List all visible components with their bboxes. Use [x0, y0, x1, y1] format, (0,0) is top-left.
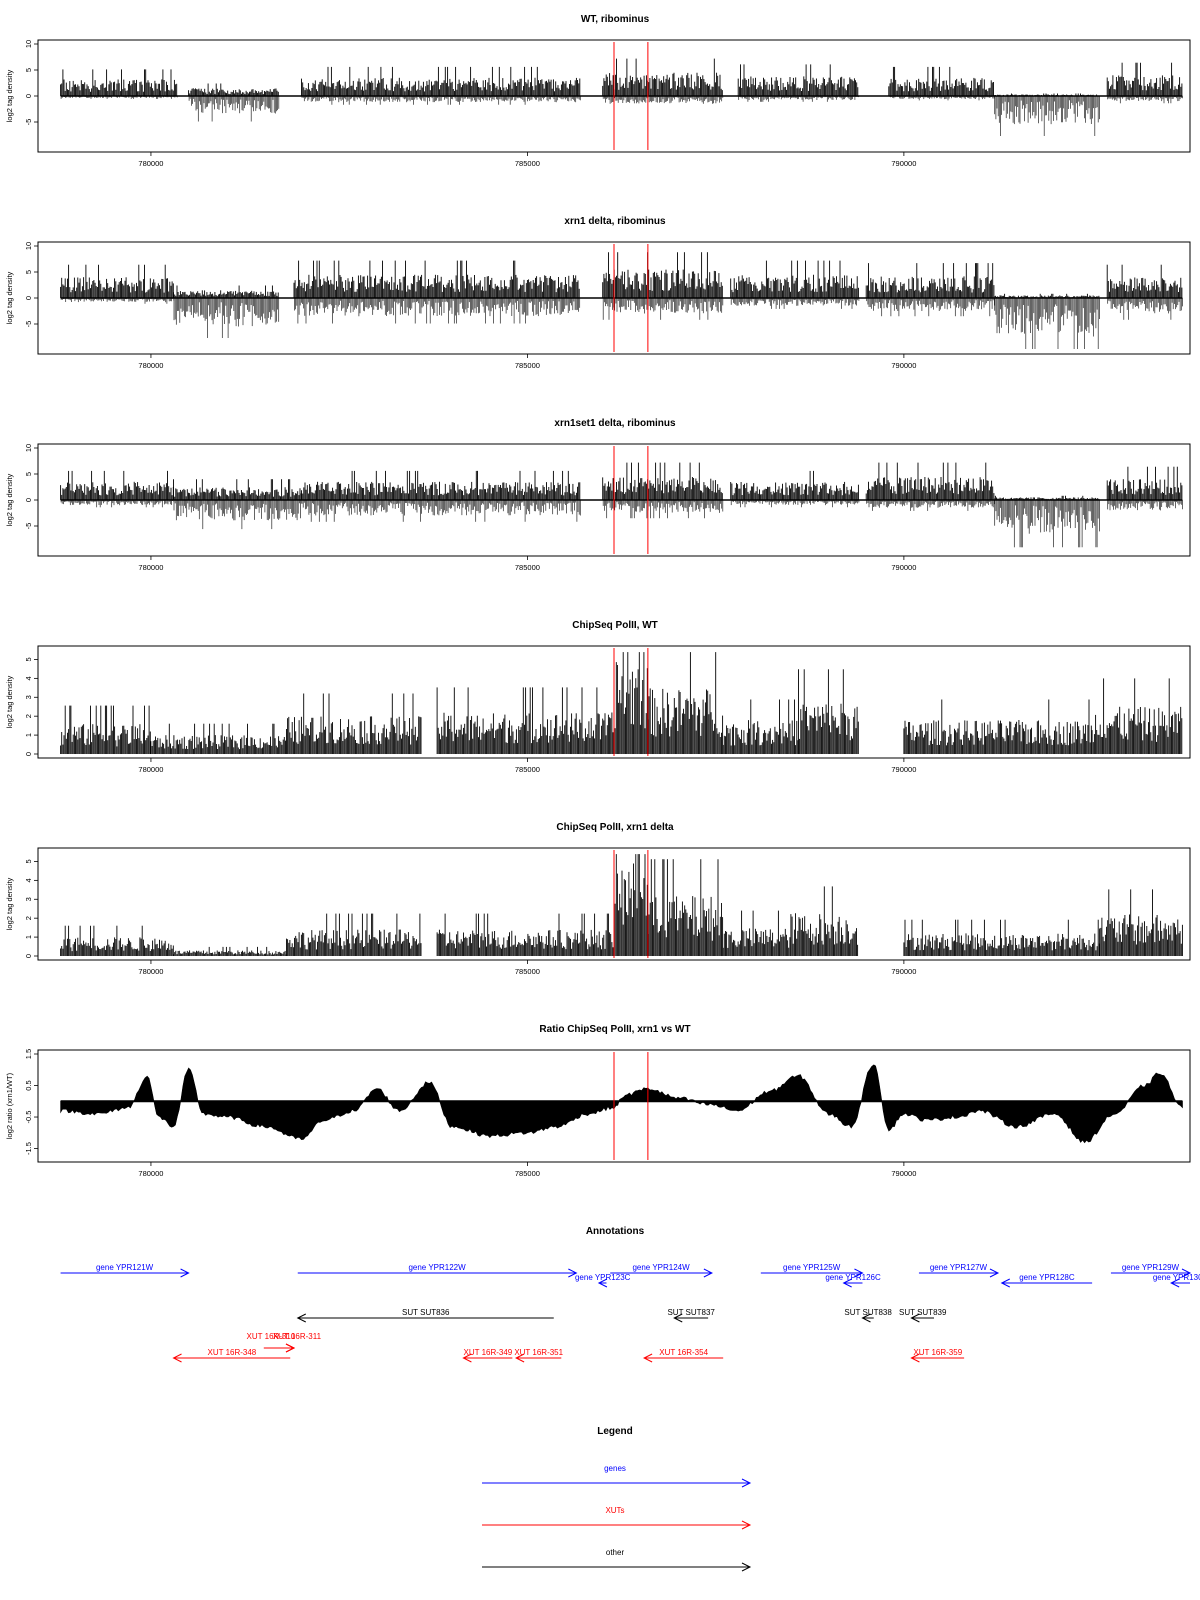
track-panel-3: xrn1set1 delta, ribominus log2 tag densit… — [5, 418, 1191, 572]
x-tick-label: 785000 — [515, 159, 540, 168]
y-axis-label: log2 tag density — [5, 69, 14, 122]
y-tick-label: 10 — [24, 40, 33, 48]
y-tick-label: 0 — [24, 296, 33, 300]
y-axis-label: log2 tag density — [5, 271, 14, 324]
x-tick-label: 790000 — [891, 361, 916, 370]
y-axis-label: log2 tag density — [5, 473, 14, 526]
y-tick-label: 5 — [24, 68, 33, 72]
panel-title: xrn1set1 delta, ribominus — [554, 418, 676, 429]
panel-title: xrn1 delta, ribominus — [564, 216, 666, 227]
x-tick-label: 790000 — [891, 159, 916, 168]
data-marks — [60, 462, 1183, 548]
track-panel-2: xrn1 delta, ribominus log2 tag density 10 5… — [5, 216, 1191, 370]
x-tick-label: 780000 — [138, 361, 163, 370]
x-tick-label: 785000 — [515, 361, 540, 370]
y-tick-label: 5 — [24, 270, 33, 274]
y-tick-label: -5 — [24, 119, 33, 126]
data-marks — [60, 58, 1183, 136]
track-panel-1: WT, ribominus log2 tag density 10 5 0 -5 78000… — [5, 14, 1191, 168]
y-tick-label: 0 — [24, 94, 33, 98]
y-tick-label: -5 — [24, 321, 33, 328]
data-marks — [60, 252, 1183, 349]
panel-title: WT, ribominus — [581, 14, 650, 25]
x-tick-label: 780000 — [138, 159, 163, 168]
y-tick-label: 10 — [24, 242, 33, 250]
track-panels: WT, ribominus log2 tag density 10 5 0 -5 78000… — [5, 14, 1191, 1178]
